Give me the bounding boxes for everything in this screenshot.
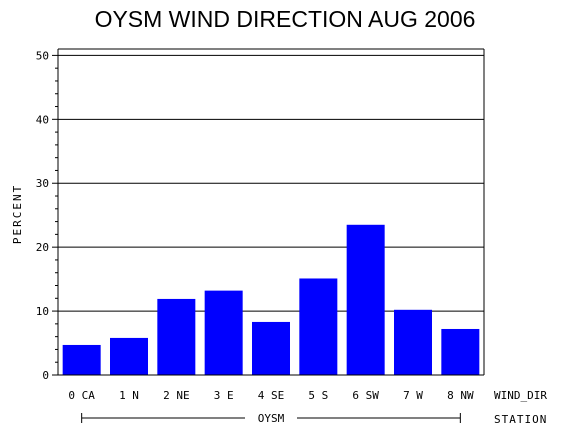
- x-tick-label-5-s: 5 S: [308, 389, 328, 402]
- axes: [52, 48, 485, 425]
- y-tick-label-10: 10: [36, 305, 49, 318]
- group-axis-label: STATION: [494, 413, 547, 426]
- gridlines: [58, 54, 484, 312]
- x-tick-label-3-e: 3 E: [214, 389, 234, 402]
- x-tick-label-6-sw: 6 SW: [352, 389, 379, 402]
- y-axis-label: PERCENT: [11, 184, 24, 244]
- bar-0-ca: [62, 344, 101, 375]
- bar-1-n: [110, 337, 148, 375]
- labels: 0 10 20 30 40 50 PERCENT 0 CA 1 N 2 NE 3 E 4 SE 5 S 6…: [11, 49, 547, 426]
- bar-5-s: [299, 278, 338, 375]
- bar-3-e: [204, 290, 243, 375]
- x-tick-label-2-ne: 2 NE: [163, 389, 190, 402]
- y-tick-label-30: 30: [36, 177, 49, 190]
- bar-7-w: [394, 309, 432, 375]
- x-tick-label-1-n: 1 N: [119, 389, 139, 402]
- group-label-background: [245, 411, 297, 425]
- bar-8-nw: [441, 328, 480, 375]
- y-tick-label-50: 50: [36, 49, 49, 62]
- x-tick-label-4-se: 4 SE: [258, 389, 285, 402]
- x-tick-label-8-nw: 8 NW: [447, 389, 474, 402]
- chart-title: OYSM WIND DIRECTION AUG 2006: [94, 6, 476, 32]
- y-tick-label-0: 0: [42, 369, 49, 382]
- x-axis-label: WIND_DIR: [494, 389, 547, 402]
- bar-2-ne: [157, 298, 196, 375]
- bar-6-sw: [346, 224, 385, 375]
- y-tick-label-40: 40: [36, 113, 49, 126]
- y-tick-label-20: 20: [36, 241, 49, 254]
- bar-4-se: [252, 321, 290, 375]
- group-label: OYSM: [258, 412, 285, 425]
- bars: [62, 224, 480, 375]
- x-tick-label-7-w: 7 W: [403, 389, 423, 402]
- x-tick-label-0-ca: 0 CA: [68, 389, 95, 402]
